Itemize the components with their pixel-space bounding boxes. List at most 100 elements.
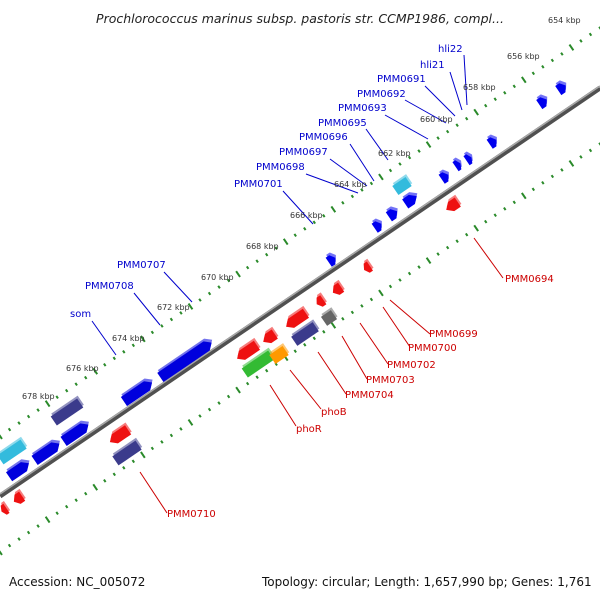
minor-tick — [398, 278, 402, 282]
gene-label-pmm0700[interactable]: PMM0700 — [408, 343, 457, 354]
gene-arrow[interactable] — [233, 337, 262, 363]
tick-label: 668 kbp — [246, 242, 279, 251]
gene-arrow[interactable] — [370, 216, 386, 233]
major-tick — [235, 386, 241, 394]
gene-block[interactable] — [391, 174, 413, 196]
gene-body — [286, 308, 310, 328]
major-tick — [521, 192, 527, 200]
tick-label: 656 kbp — [507, 52, 540, 61]
gene-arrow[interactable] — [437, 167, 453, 184]
gene-label-som[interactable]: som — [70, 309, 91, 320]
gene-arrow[interactable] — [259, 326, 280, 347]
gene-label-pmm0708[interactable]: PMM0708 — [85, 281, 134, 292]
gene-label-pmm0693[interactable]: PMM0693 — [338, 103, 387, 114]
minor-tick — [579, 155, 583, 159]
gene-label-hli21[interactable]: hli21 — [420, 60, 445, 71]
gene-arrow[interactable] — [312, 292, 328, 308]
gene-block[interactable] — [268, 343, 290, 365]
gene-body — [363, 261, 373, 273]
gene-label-pmm0694[interactable]: PMM0694 — [505, 274, 554, 285]
gene-arrow[interactable] — [156, 335, 216, 382]
gene-body — [371, 221, 382, 233]
minor-tick — [464, 116, 469, 121]
gene-label-phor[interactable]: phoR — [296, 424, 322, 435]
minor-tick — [369, 297, 374, 302]
gene-block[interactable] — [290, 319, 320, 346]
gene-arrow[interactable] — [360, 258, 375, 275]
gene-label-pmm0703[interactable]: PMM0703 — [366, 375, 415, 386]
tick-label: 662 kbp — [378, 149, 411, 158]
gene-arrow[interactable] — [462, 150, 476, 166]
gene-block[interactable] — [320, 307, 339, 326]
minor-tick — [455, 123, 459, 127]
gene-block[interactable] — [241, 347, 276, 378]
forward-gene-labels: hli22 hli21 PMM0691 PMM0692 PMM0693 PMM0… — [70, 44, 463, 320]
gene-body — [112, 440, 142, 466]
minor-tick — [388, 168, 393, 173]
gene-block[interactable] — [111, 437, 143, 466]
gene-label-pmm0699[interactable]: PMM0699 — [429, 329, 478, 340]
gene-arrow[interactable] — [120, 375, 157, 407]
gene-body — [109, 425, 132, 444]
major-tick — [140, 451, 146, 459]
gene-arrow[interactable] — [0, 500, 11, 516]
gene-body — [120, 381, 153, 407]
major-tick — [425, 141, 432, 149]
inner-tick-rail — [0, 142, 600, 556]
gene-arrow[interactable] — [329, 279, 346, 297]
minor-tick — [341, 317, 345, 321]
gene-label-pmm0691[interactable]: PMM0691 — [377, 74, 426, 85]
gene-arrow[interactable] — [401, 189, 422, 209]
gene-body — [325, 255, 336, 267]
gene-arrow[interactable] — [324, 250, 340, 267]
leader-line — [133, 292, 161, 326]
gene-arrow[interactable] — [30, 436, 64, 465]
minor-tick — [312, 336, 316, 341]
gene-arrow[interactable] — [485, 132, 501, 149]
gene-body — [320, 310, 338, 326]
gene-arrow[interactable] — [451, 156, 465, 172]
minor-tick — [560, 52, 564, 56]
gene-arrow[interactable] — [5, 456, 34, 482]
minor-tick — [245, 381, 250, 386]
gene-label-pmm0698[interactable]: PMM0698 — [256, 162, 305, 173]
gene-body — [157, 341, 212, 382]
gene-label-pmm0710[interactable]: PMM0710 — [167, 509, 216, 520]
gene-arrow[interactable] — [535, 92, 551, 110]
gene-arrow[interactable] — [59, 417, 93, 446]
minor-tick — [550, 174, 555, 179]
gene-label-pmm0692[interactable]: PMM0692 — [357, 89, 406, 100]
minor-tick — [360, 188, 364, 192]
gene-arrow[interactable] — [385, 204, 402, 222]
gene-arrow[interactable] — [10, 488, 27, 506]
minor-tick — [245, 265, 250, 270]
minor-tick — [579, 39, 583, 43]
gene-label-pmm0695[interactable]: PMM0695 — [318, 118, 367, 129]
major-tick — [330, 205, 337, 213]
gene-arrow[interactable] — [442, 194, 463, 215]
gene-label-pmm0707[interactable]: PMM0707 — [117, 260, 166, 271]
gene-label-pmm0701[interactable]: PMM0701 — [234, 179, 283, 190]
gene-label-pmm0696[interactable]: PMM0696 — [299, 132, 348, 143]
gene-arrow[interactable] — [554, 78, 570, 96]
tick-label: 660 kbp — [420, 115, 453, 124]
minor-tick — [436, 252, 440, 256]
gene-label-pmm0702[interactable]: PMM0702 — [387, 360, 436, 371]
gene-label-pmm0704[interactable]: PMM0704 — [345, 390, 394, 401]
minor-tick — [322, 330, 326, 334]
major-tick — [44, 516, 51, 524]
gene-arrow[interactable] — [282, 305, 311, 331]
gene-body — [269, 345, 289, 365]
gene-block[interactable] — [50, 395, 85, 426]
tick-rails — [0, 26, 600, 556]
gene-body — [385, 209, 398, 222]
gene-arrow[interactable] — [106, 422, 133, 446]
major-tick — [378, 173, 384, 181]
minor-tick — [26, 414, 31, 419]
gene-label-pmm0697[interactable]: PMM0697 — [279, 147, 328, 158]
minor-tick — [293, 349, 297, 354]
gene-label-phob[interactable]: phoB — [321, 407, 347, 418]
gene-label-hli22[interactable]: hli22 — [438, 44, 463, 55]
gene-block[interactable] — [0, 436, 28, 465]
minor-tick — [512, 84, 516, 89]
